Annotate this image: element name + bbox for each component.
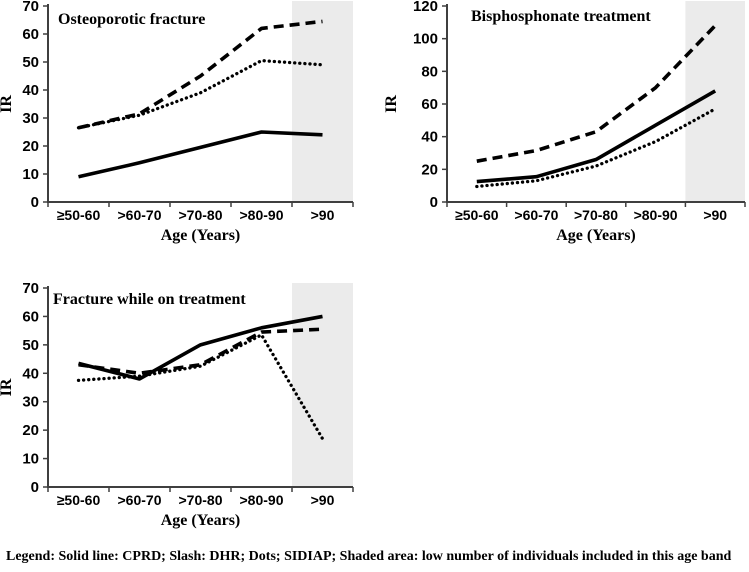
- y-axis-title: IR: [0, 378, 15, 396]
- chart-fracture-while-on-treatment: 0 10 20 30 40 50 60 70 ≥50-60 >60-70 >70-80 >80-90 >…: [0, 270, 375, 535]
- y-tick-label: 60: [22, 308, 39, 325]
- y-tick-label: 20: [421, 161, 438, 178]
- y-tick-label: 120: [413, 0, 438, 15]
- y-tick-label: 40: [22, 365, 39, 382]
- y-tick-label: 40: [421, 129, 438, 146]
- x-tick-label: >80-90: [240, 492, 284, 508]
- y-tick-label: 40: [22, 82, 39, 99]
- x-tick-label: >70-80: [179, 207, 223, 223]
- y-tick-label: 10: [22, 166, 39, 183]
- y-tick-label: 30: [22, 394, 39, 411]
- y-tick-label: 20: [22, 422, 39, 439]
- chart-title: Fracture while on treatment: [53, 291, 246, 308]
- y-tick-label: 80: [421, 63, 438, 80]
- shaded-area: [292, 283, 353, 487]
- series-SIDIAP-line: [76, 333, 325, 441]
- x-tick-label: >70-80: [179, 492, 223, 508]
- x-tick-label: >90: [311, 492, 335, 508]
- x-tick-label: >80-90: [634, 207, 678, 223]
- series-SIDIAP-line: [475, 107, 717, 189]
- y-tick-label: 30: [22, 110, 39, 127]
- x-axis-title: Age (Years): [556, 227, 636, 244]
- y-tick-label: 0: [31, 194, 39, 211]
- x-axis-title: Age (Years): [161, 512, 241, 529]
- x-tick-label: >90: [703, 207, 727, 223]
- x-tick-label: ≥50-60: [57, 207, 101, 223]
- chart-fracture-while-on-treatment-svg: 0 10 20 30 40 50 60 70 ≥50-60 >60-70 >70-80 >80-90 >…: [0, 280, 354, 529]
- series-DHR-line: [78, 19, 323, 130]
- y-axis-title: IR: [0, 95, 15, 113]
- x-tick-label: >90: [311, 207, 335, 223]
- y-axis-title: IR: [383, 95, 400, 113]
- x-tick-label: ≥50-60: [57, 492, 101, 508]
- x-tick-label: >70-80: [574, 207, 618, 223]
- chart-title: Bisphosphonate treatment: [471, 8, 651, 25]
- x-tick-label: >60-70: [118, 207, 162, 223]
- y-tick-label: 50: [22, 337, 39, 354]
- y-tick-label: 20: [22, 138, 39, 155]
- y-tick-label: 70: [22, 280, 39, 297]
- x-axis-title: Age (Years): [161, 227, 241, 244]
- series-DHR-line: [476, 24, 717, 163]
- series-DHR-line: [78, 327, 323, 376]
- y-tick-label: 60: [421, 96, 438, 113]
- chart-title: Osteoporotic fracture: [58, 11, 205, 28]
- y-tick-label: 50: [22, 54, 39, 71]
- shaded-area: [292, 1, 353, 202]
- series-CPRD-line: [78, 130, 323, 179]
- chart-osteoporotic-fracture: 0 10 20 30 40 50 60 70 ≥50-60 >60-70 >70-80 >80-90 >…: [0, 0, 375, 252]
- series-CPRD-line: [476, 89, 717, 184]
- y-tick-label: 10: [22, 451, 39, 468]
- x-tick-label: >60-70: [118, 492, 162, 508]
- series-CPRD-line: [78, 314, 323, 381]
- figure-legend: Legend: Solid line: CPRD; Slash: DHR; Do…: [6, 549, 732, 564]
- x-tick-label: >60-70: [514, 207, 558, 223]
- y-tick-label: 60: [22, 26, 39, 43]
- chart-osteoporotic-fracture-svg: 0 10 20 30 40 50 60 70 ≥50-60 >60-70 >70-80 >80-90 >…: [0, 0, 354, 244]
- chart-bisphosphonate-treatment-svg: 0 20 40 60 80 100 120 ≥50-60 >60-70 >70-80 >80-90 >…: [383, 0, 746, 244]
- y-tick-label: 70: [22, 0, 39, 15]
- y-tick-label: 0: [430, 194, 438, 211]
- y-tick-label: 100: [413, 31, 438, 48]
- y-tick-label: 0: [31, 479, 39, 496]
- x-tick-label: ≥50-60: [455, 207, 499, 223]
- x-tick-label: >80-90: [240, 207, 284, 223]
- chart-bisphosphonate-treatment: 0 20 40 60 80 100 120 ≥50-60 >60-70 >70-80 >80-90 >…: [375, 0, 749, 252]
